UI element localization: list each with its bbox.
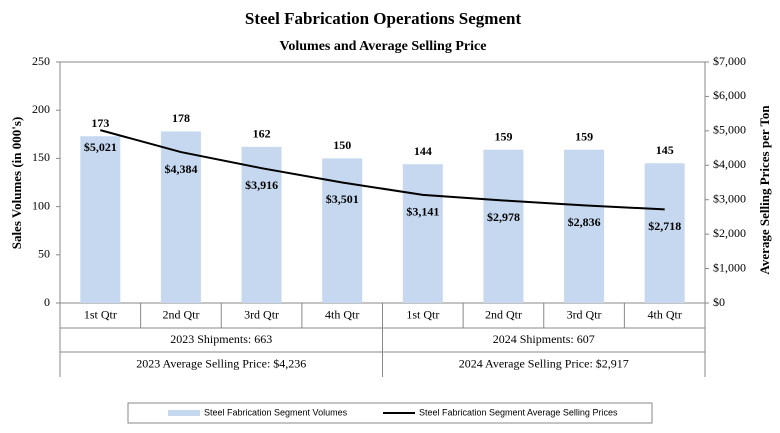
bar-label: 162 [253,127,271,141]
chart-title: Steel Fabrication Operations Segment [245,9,522,28]
y2-tick-label: $6,000 [713,88,746,102]
y2-tick-label: $1,000 [713,260,746,274]
legend-label: Steel Fabrication Segment Average Sellin… [419,407,618,417]
bar-label: 150 [333,138,351,152]
group-price: 2024 Average Selling Price: $2,917 [459,356,629,370]
bar [80,136,121,303]
bar [160,131,201,303]
bar-label: 144 [414,144,432,158]
y2-tick-label: $0 [713,295,725,309]
bar [402,164,443,303]
bar [483,149,524,303]
line-label: $2,978 [487,210,520,224]
group-price: 2023 Average Selling Price: $4,236 [136,356,306,370]
bar [564,149,605,303]
bar-label: 159 [494,129,512,143]
x-tick-label: 2nd Qtr [162,307,199,321]
line-label: $3,916 [245,178,278,192]
bar-label: 159 [575,129,593,143]
line [100,129,665,211]
y-tick-label: 200 [32,102,50,116]
group-shipments: 2024 Shipments: 607 [493,332,595,346]
line-label: $2,836 [568,215,601,229]
y2-tick-label: $2,000 [713,226,746,240]
y2-axis-label: Average Selling Prices per Ton [757,105,772,275]
x-tick-label: 2nd Qtr [485,307,522,321]
line-label: $4,384 [164,162,197,176]
y2-tick-label: $3,000 [713,191,746,205]
y2-tick-label: $5,000 [713,123,746,137]
y-axis-label: Sales Volumes (in 000's) [9,117,24,250]
legend-swatch [168,410,200,416]
line-label: $3,501 [326,192,359,206]
y-tick-label: 0 [44,295,50,309]
x-tick-label: 3rd Qtr [567,307,602,321]
y-tick-label: 50 [38,247,50,261]
y-tick-label: 150 [32,150,50,164]
x-tick-label: 4th Qtr [325,307,359,321]
line-label: $2,718 [648,219,681,233]
y-tick-label: 250 [32,54,50,68]
x-tick-label: 4th Qtr [648,307,682,321]
line-label: $3,141 [406,205,439,219]
bar [241,146,282,303]
x-tick-label: 3rd Qtr [244,307,279,321]
chart-subtitle: Volumes and Average Selling Price [280,39,487,54]
plot-frame [59,61,706,304]
bar-label: 178 [172,111,190,125]
bar-label: 173 [91,116,109,130]
legend-box [127,402,653,424]
y2-tick-label: $4,000 [713,157,746,171]
legend-label: Steel Fabrication Segment Volumes [204,407,348,417]
line-label: $5,021 [84,140,117,154]
y2-tick-label: $7,000 [713,54,746,68]
bar [644,163,685,303]
group-shipments: 2023 Shipments: 663 [170,332,272,346]
x-tick-label: 1st Qtr [84,307,117,321]
y-tick-label: 100 [32,198,50,212]
x-tick-label: 1st Qtr [406,307,439,321]
bar-label: 145 [656,143,674,157]
